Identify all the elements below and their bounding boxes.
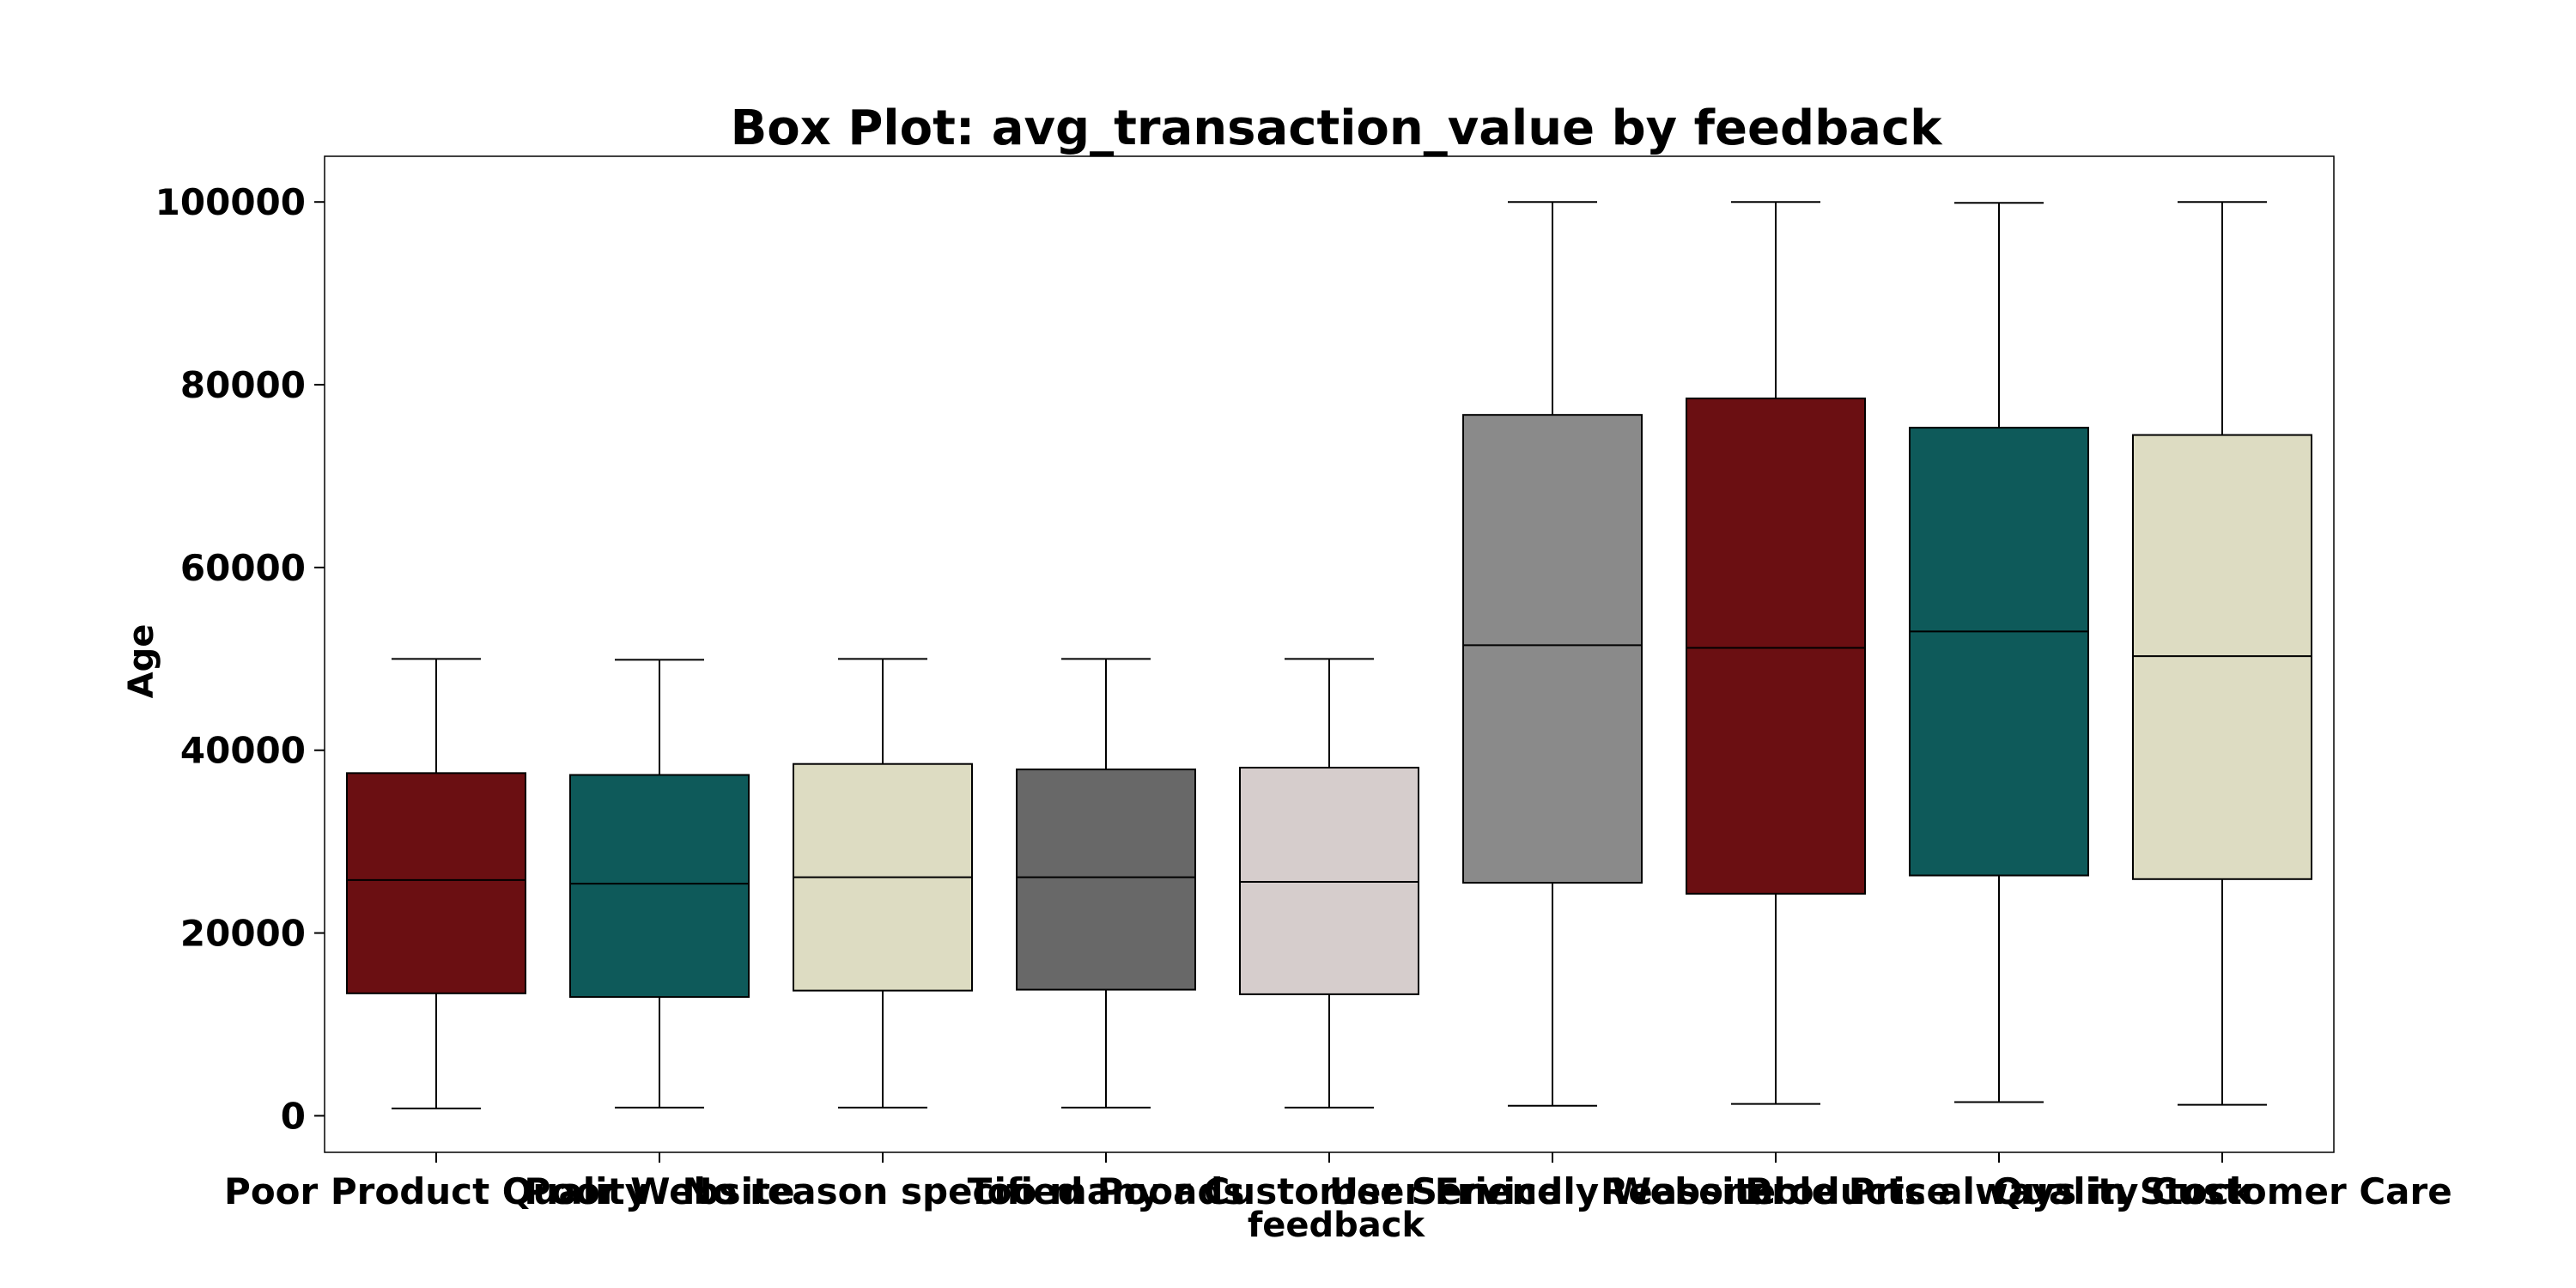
box [569,774,750,999]
chart-title: Box Plot: avg_transaction_value by feedb… [731,100,1944,156]
y-tick-label: 80000 [180,364,306,406]
box-group [569,659,750,1109]
box-group [793,658,973,1109]
y-tick-label: 100000 [155,181,306,223]
box-group [346,658,526,1109]
x-tick-label: Quality Customer Care [1992,1170,2451,1212]
box-group [1016,658,1196,1109]
box-group [1239,658,1419,1109]
box [1016,769,1196,991]
box-group [1462,201,1643,1107]
box-group [2132,201,2312,1106]
box [1462,414,1643,884]
y-tick-label: 20000 [180,913,306,955]
x-tick-label: Too many ads [968,1170,1245,1212]
box-group [1909,202,2089,1103]
x-tick-label: Reasonable Price [1601,1170,1951,1212]
x-tick-label: No reason specified [682,1170,1083,1212]
x-tick-label: Poor Product Quality [224,1170,648,1212]
x-tick-label: Poor Website [524,1170,794,1212]
y-tick-label: 0 [281,1095,306,1137]
box [346,772,526,994]
y-axis: 0 20000 40000 60000 80000 100000 [155,181,325,1137]
x-tick-label: Poor Customer Service [1097,1170,1562,1212]
y-tick-label: 40000 [180,730,306,772]
box [1909,427,2089,877]
x-axis-label: feedback [1248,1206,1426,1245]
box [1686,398,1866,895]
x-tick-label: Products always in Stock [1745,1170,2253,1212]
box [1239,766,1419,995]
y-axis-label: Age [122,624,161,699]
box-group [1686,201,1866,1105]
y-tick-label: 60000 [180,547,306,589]
plot-area [346,201,2312,1109]
x-tick-label: User Friendly Website [1329,1170,1776,1212]
box [2132,434,2312,880]
